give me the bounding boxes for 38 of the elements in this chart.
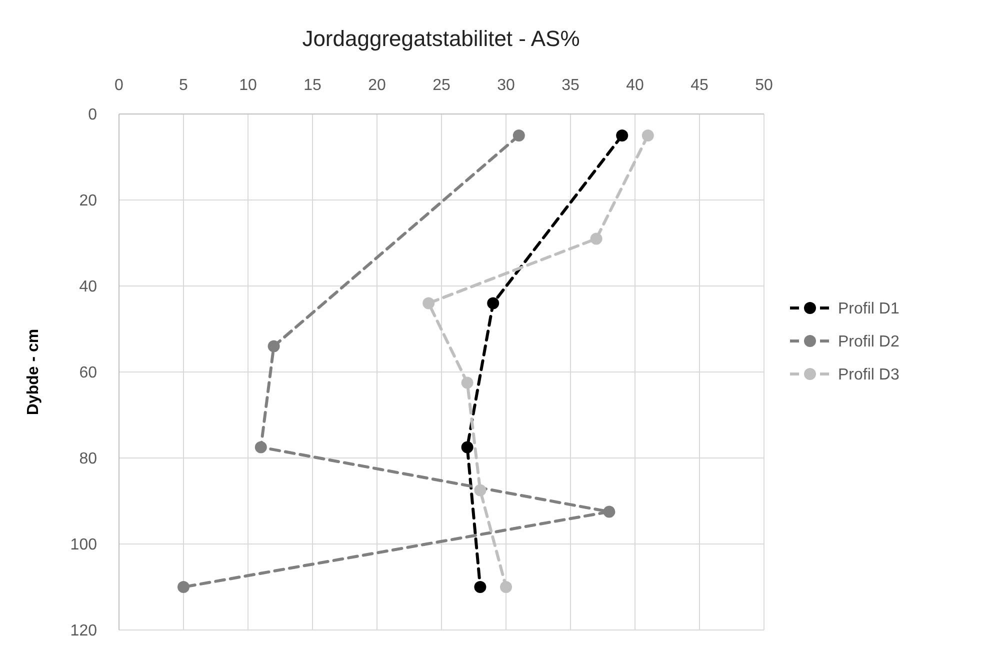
y-axis-title: Dybde - cm — [25, 328, 42, 416]
x-tick-label: 5 — [179, 77, 188, 94]
point — [268, 340, 280, 352]
x-tick-label: 50 — [755, 77, 773, 94]
y-tick-label: 20 — [79, 192, 98, 210]
point — [616, 130, 628, 142]
x-tick-label: 10 — [239, 77, 257, 94]
x-tick-label: 25 — [432, 77, 450, 94]
point — [500, 581, 512, 593]
point — [461, 441, 474, 454]
point — [474, 484, 486, 496]
x-tick-label: 45 — [690, 77, 708, 94]
point — [603, 506, 616, 518]
x-tick-label: 35 — [562, 77, 580, 94]
y-tick-label: 0 — [88, 106, 98, 124]
point — [422, 297, 435, 310]
point — [487, 297, 500, 310]
x-tick-label: 40 — [626, 77, 644, 94]
y-tick-label: 100 — [70, 536, 98, 554]
legend-label: Profil D2 — [838, 334, 900, 351]
legend-label: Profil D1 — [838, 300, 900, 318]
point — [254, 441, 267, 454]
chart-title: Jordaggregatstabilitet - AS% — [302, 26, 580, 51]
point — [590, 232, 602, 245]
point — [512, 130, 525, 142]
x-tick-label: 20 — [368, 77, 386, 94]
point — [178, 581, 190, 593]
y-tick-label: 40 — [79, 278, 98, 296]
point — [642, 130, 654, 142]
y-tick-label: 80 — [79, 450, 98, 468]
y-tick-label: 60 — [79, 364, 98, 382]
point — [474, 581, 486, 593]
legend-label: Profil D3 — [838, 366, 900, 384]
x-tick-label: 15 — [304, 77, 322, 94]
x-tick-label: 0 — [114, 77, 124, 94]
y-tick-label: 120 — [70, 622, 98, 640]
x-tick-label: 30 — [497, 77, 515, 94]
point — [461, 376, 474, 389]
